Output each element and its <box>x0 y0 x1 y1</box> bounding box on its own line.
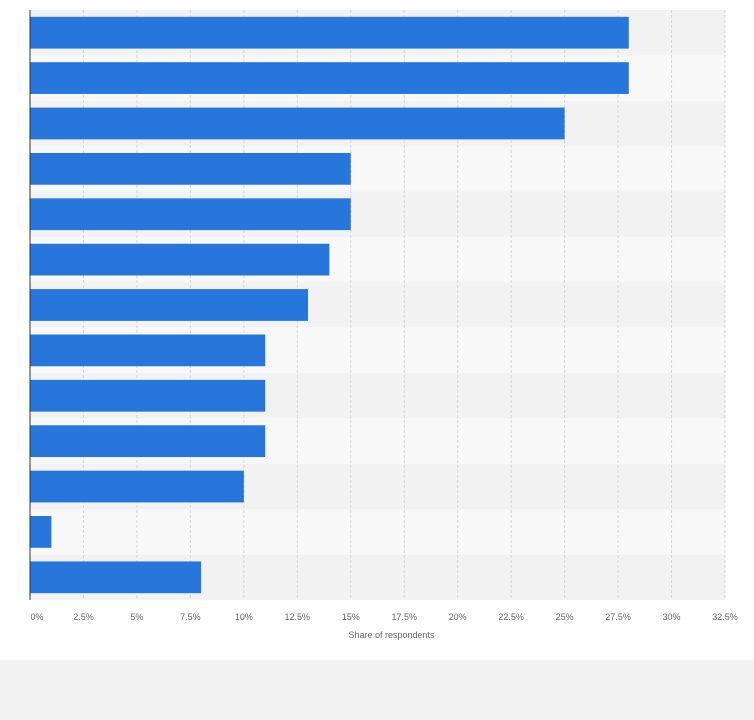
bar <box>30 379 266 412</box>
footer-area <box>0 660 754 720</box>
bar <box>30 425 266 458</box>
bar <box>30 243 330 276</box>
x-tick-label: 0% <box>30 612 43 622</box>
x-tick-label: 32.5% <box>712 612 738 622</box>
x-tick-label: 25% <box>556 612 574 622</box>
x-tick-label: 22.5% <box>498 612 524 622</box>
bar <box>30 289 308 321</box>
x-tick-label: 12.5% <box>285 612 311 622</box>
x-tick-labels: 0% 2.5% 5% 7.5% 10% 12.5% 15% 17.5% 20% 22.5% 25% 2… <box>30 612 737 622</box>
x-tick-label: 20% <box>449 612 467 622</box>
bar <box>30 107 565 140</box>
chart-panel: 0% 2.5% 5% 7.5% 10% 12.5% 15% 17.5% 20% 22.5% 25% 2… <box>0 0 754 660</box>
x-axis-title: Share of respondents <box>348 630 435 640</box>
bar-chart: 0% 2.5% 5% 7.5% 10% 12.5% 15% 17.5% 20% 22.5% 25% 2… <box>29 10 738 640</box>
bar <box>30 152 351 185</box>
x-tick-label: 7.5% <box>180 612 201 622</box>
bar <box>30 16 629 49</box>
x-tick-label: 27.5% <box>605 612 631 622</box>
bar <box>30 516 52 548</box>
bar <box>30 62 629 94</box>
x-tick-label: 5% <box>130 612 143 622</box>
x-tick-label: 2.5% <box>73 612 94 622</box>
x-tick-label: 15% <box>342 612 360 622</box>
x-tick-label: 10% <box>235 612 253 622</box>
row-band <box>30 509 725 555</box>
bar <box>30 334 266 367</box>
bars <box>30 16 629 594</box>
x-tick-label: 30% <box>663 612 681 622</box>
bar <box>30 198 351 231</box>
bar <box>30 561 202 594</box>
bar <box>30 470 244 503</box>
x-tick-label: 17.5% <box>391 612 417 622</box>
